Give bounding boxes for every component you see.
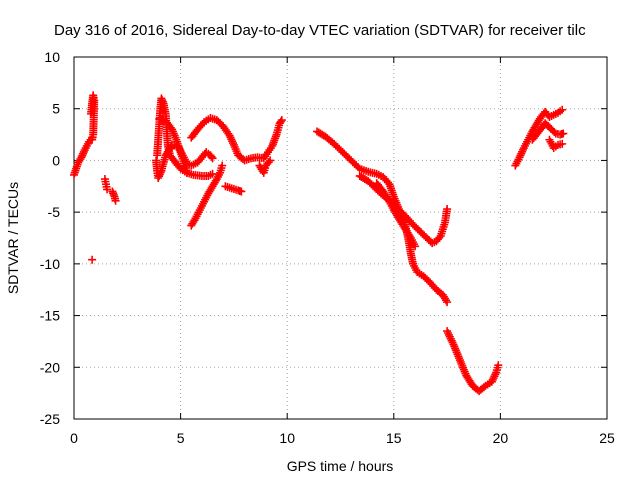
data-point <box>225 131 234 140</box>
series-arc-h <box>155 115 191 177</box>
data-point <box>88 135 97 144</box>
data-point <box>277 116 286 125</box>
data-point <box>76 155 85 164</box>
data-point <box>276 117 285 126</box>
data-point <box>517 149 526 158</box>
series-arc-l <box>255 156 275 177</box>
data-point <box>227 135 236 144</box>
series-arc-p <box>443 327 503 396</box>
series-arc-m <box>313 127 452 307</box>
y-tick-label: -20 <box>40 359 60 375</box>
data-point <box>208 154 217 163</box>
data-point <box>111 196 120 205</box>
x-axis-label: GPS time / hours <box>287 458 394 474</box>
y-tick-label: 5 <box>52 101 60 117</box>
data-point <box>489 374 498 383</box>
data-point <box>491 370 500 379</box>
data-point <box>443 298 452 307</box>
data-point <box>266 156 275 165</box>
data-point <box>228 137 237 146</box>
x-tick-label: 15 <box>386 430 402 446</box>
x-tick-label: 20 <box>493 430 509 446</box>
data-point <box>103 185 112 194</box>
grid <box>74 57 607 419</box>
data-point <box>264 158 273 167</box>
series-arc-j <box>187 114 286 165</box>
ticks: 0 5 10 15 20 25 -25 -20 -15 -10 -5 0 5 10 <box>40 49 615 446</box>
series-arc-k <box>221 182 246 196</box>
data-point <box>558 139 567 148</box>
data-point <box>411 242 420 251</box>
y-axis-label: SDTVAR / TECUs <box>5 182 21 294</box>
series-arc-q <box>511 105 567 170</box>
y-tick-label: 10 <box>44 49 60 65</box>
data-point <box>442 296 451 305</box>
y-tick-label: -25 <box>40 411 60 427</box>
y-tick-label: -15 <box>40 308 60 324</box>
data-point <box>558 105 567 114</box>
data-point <box>515 153 524 162</box>
data-point <box>229 139 238 148</box>
data-point <box>494 361 503 370</box>
series-arc-e <box>88 255 97 264</box>
data-point <box>226 133 235 142</box>
series-arc-b <box>87 91 99 144</box>
series-arc-n <box>355 171 452 248</box>
series-arc-s <box>545 135 567 153</box>
y-tick-label: 0 <box>52 152 60 168</box>
series-arc-c <box>100 175 112 194</box>
data-point <box>88 255 97 264</box>
data-point <box>218 161 227 170</box>
data-point <box>488 375 497 384</box>
series-arc-i <box>187 161 227 230</box>
data-point <box>490 372 499 381</box>
data-point <box>208 169 217 178</box>
series-arc-o <box>372 179 420 251</box>
data-point <box>516 151 525 160</box>
plot-frame <box>73 56 608 420</box>
data-point <box>237 187 246 196</box>
data-point <box>443 205 452 214</box>
data-point <box>182 168 191 177</box>
x-tick-label: 10 <box>279 430 295 446</box>
data-point <box>518 147 527 156</box>
data-point <box>487 377 496 386</box>
series-arc-d <box>108 187 120 205</box>
series-arc-r <box>528 119 568 144</box>
chart-title: Day 316 of 2016, Sidereal Day-to-day VTE… <box>54 22 586 39</box>
y-tick-label: -10 <box>40 256 60 272</box>
x-tick-label: 5 <box>177 430 185 446</box>
y-tick-label: -5 <box>48 204 61 220</box>
x-tick-label: 25 <box>599 430 615 446</box>
data-point <box>207 152 216 161</box>
data-point <box>559 129 568 138</box>
data-marks <box>70 91 568 396</box>
x-tick-label: 0 <box>70 430 78 446</box>
